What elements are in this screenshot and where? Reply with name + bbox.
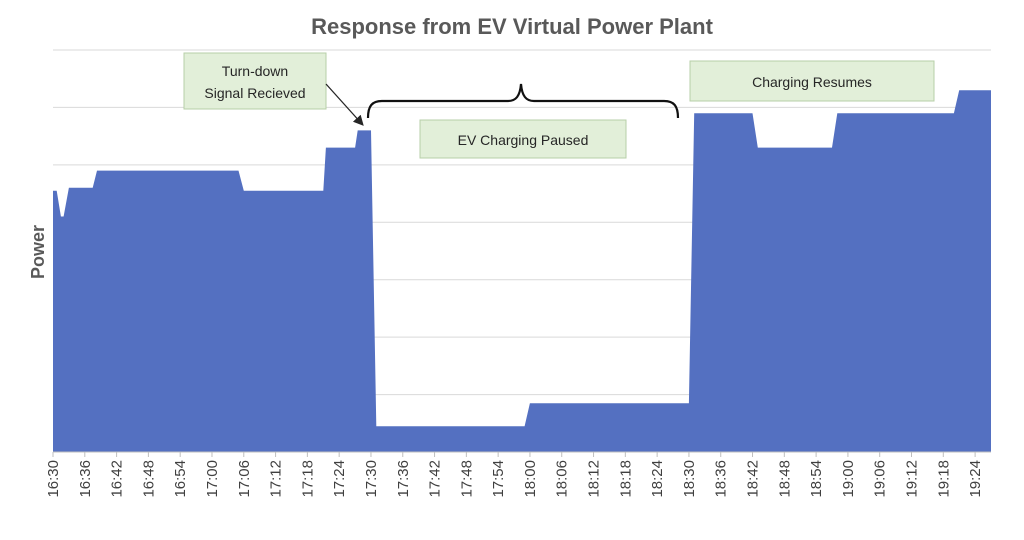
- x-tick-label: 18:48: [776, 460, 793, 498]
- x-tick-label: 17:00: [204, 460, 221, 498]
- plot-area: [53, 90, 991, 453]
- x-tick-label: 17:18: [299, 460, 316, 498]
- x-tick-label: 18:18: [617, 460, 634, 498]
- x-tick-label: 18:54: [808, 460, 825, 498]
- x-tick-label: 17:48: [458, 460, 475, 498]
- annotation-charging-resumes: Charging Resumes: [689, 60, 935, 102]
- x-tick-label: 19:00: [840, 460, 857, 498]
- x-axis-ticks: 16:30 16:36 16:42 16:48 16:54 17:00 17:06 17:12…: [45, 452, 984, 498]
- annotation-paused-box: [419, 119, 627, 159]
- x-tick-label: 16:48: [140, 460, 157, 498]
- x-tick-label: 16:42: [109, 460, 126, 498]
- annotation-resumes-label: Charging Resumes: [752, 74, 872, 90]
- annotation-turn-down-line-2: Signal Recieved: [204, 85, 305, 101]
- x-tick-label: 17:12: [268, 460, 285, 498]
- x-tick-label: 17:42: [427, 460, 444, 498]
- x-tick-label: 18:00: [522, 460, 539, 498]
- x-tick-label: 17:36: [395, 460, 412, 498]
- x-tick-label: 19:18: [935, 460, 952, 498]
- x-tick-label: 16:54: [172, 460, 189, 498]
- x-tick-label: 18:36: [713, 460, 730, 498]
- x-tick-label: 16:30: [45, 460, 62, 498]
- x-tick-label: 18:12: [586, 460, 603, 498]
- chart-title: Response from EV Virtual Power Plant: [311, 14, 713, 39]
- x-tick-label: 17:06: [236, 460, 253, 498]
- annotation-paused-label: EV Charging Paused: [458, 132, 589, 148]
- x-tick-label: 17:24: [331, 460, 348, 498]
- x-tick-label: 19:12: [904, 460, 921, 498]
- annotation-paused-brace: [366, 83, 680, 119]
- x-tick-label: 17:54: [490, 460, 507, 498]
- x-tick-label: 18:42: [745, 460, 762, 498]
- annotation-turn-down-box: [183, 52, 327, 110]
- annotation-charging-paused: EV Charging Paused: [366, 83, 680, 159]
- y-axis-label: Power: [28, 225, 48, 279]
- annotation-turn-down-line-1: Turn-down: [222, 63, 288, 79]
- x-tick-label: 18:24: [649, 460, 666, 498]
- x-tick-label: 18:06: [554, 460, 571, 498]
- annotation-resumes-box: [689, 60, 935, 102]
- annotation-turn-down: Turn-down Signal Recieved: [183, 52, 364, 126]
- x-tick-label: 19:24: [967, 460, 984, 498]
- x-tick-label: 16:36: [77, 460, 94, 498]
- x-tick-label: 17:30: [363, 460, 380, 498]
- x-tick-label: 18:30: [681, 460, 698, 498]
- annotation-turn-down-arrow: [325, 83, 364, 126]
- x-tick-label: 19:06: [872, 460, 889, 498]
- area-series-0: [53, 90, 991, 452]
